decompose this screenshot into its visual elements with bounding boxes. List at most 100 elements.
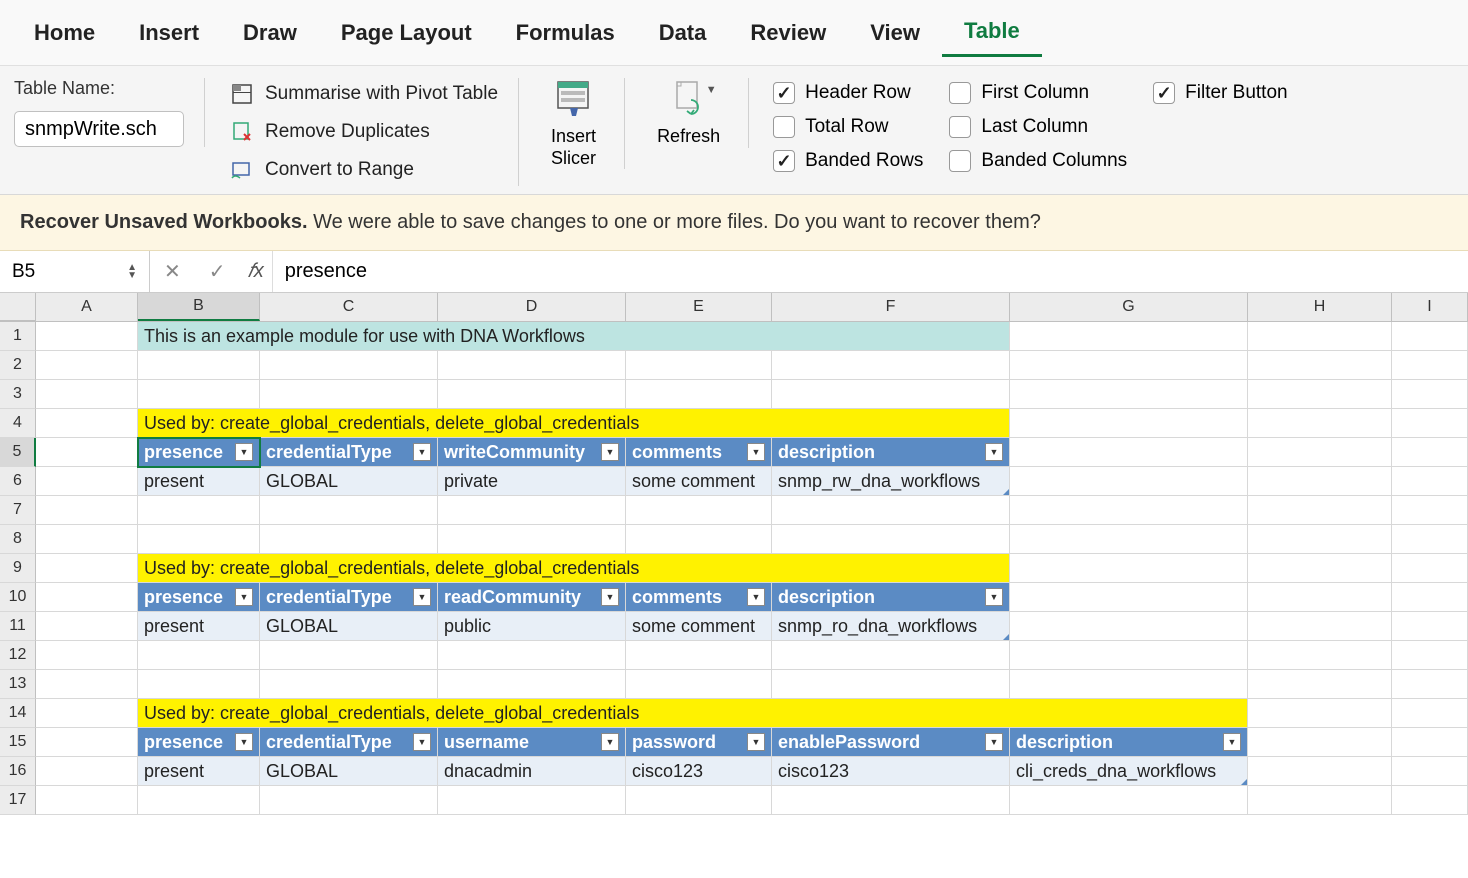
- cell[interactable]: [626, 670, 772, 699]
- cell[interactable]: present: [138, 612, 260, 641]
- tab-data[interactable]: Data: [637, 10, 729, 56]
- cell[interactable]: public: [438, 612, 626, 641]
- cell[interactable]: [260, 670, 438, 699]
- recovery-bar[interactable]: Recover Unsaved Workbooks. We were able …: [0, 195, 1468, 251]
- tab-table[interactable]: Table: [942, 8, 1042, 57]
- filter-dropdown-icon[interactable]: [235, 443, 253, 461]
- row-header-12[interactable]: 12: [0, 641, 36, 670]
- banded-rows-checkbox[interactable]: Banded Rows: [773, 146, 923, 176]
- filter-dropdown-icon[interactable]: [601, 588, 619, 606]
- cancel-formula-button[interactable]: ✕: [150, 259, 195, 284]
- cell[interactable]: username: [438, 728, 626, 757]
- cell[interactable]: [438, 496, 626, 525]
- col-header-c[interactable]: C: [260, 293, 438, 321]
- cell[interactable]: [438, 670, 626, 699]
- cell[interactable]: [36, 554, 138, 583]
- filter-dropdown-icon[interactable]: [985, 443, 1003, 461]
- cell[interactable]: [36, 351, 138, 380]
- cell[interactable]: [1010, 409, 1248, 438]
- cell[interactable]: [438, 380, 626, 409]
- cell[interactable]: [1392, 496, 1468, 525]
- cell[interactable]: cisco123: [772, 757, 1010, 786]
- cell[interactable]: [138, 525, 260, 554]
- filter-dropdown-icon[interactable]: [235, 733, 253, 751]
- cell[interactable]: [1010, 380, 1248, 409]
- filter-dropdown-icon[interactable]: [1223, 733, 1241, 751]
- cell[interactable]: [36, 438, 138, 467]
- row-header-4[interactable]: 4: [0, 409, 36, 438]
- table-name-input[interactable]: [14, 111, 184, 147]
- cell[interactable]: [1392, 583, 1468, 612]
- cell[interactable]: [772, 380, 1010, 409]
- cell[interactable]: password: [626, 728, 772, 757]
- filter-dropdown-icon[interactable]: [747, 733, 765, 751]
- cell[interactable]: description: [772, 583, 1010, 612]
- cell[interactable]: [1010, 612, 1248, 641]
- row-header-1[interactable]: 1: [0, 322, 36, 351]
- cell[interactable]: [1010, 641, 1248, 670]
- cell[interactable]: [1248, 409, 1392, 438]
- cell[interactable]: description: [1010, 728, 1248, 757]
- filter-dropdown-icon[interactable]: [413, 443, 431, 461]
- cell-yellow[interactable]: Used by: create_global_credentials, dele…: [138, 409, 1010, 438]
- cell[interactable]: [772, 641, 1010, 670]
- col-header-e[interactable]: E: [626, 293, 772, 321]
- cell[interactable]: readCommunity: [438, 583, 626, 612]
- cell[interactable]: [138, 496, 260, 525]
- cell[interactable]: [1392, 525, 1468, 554]
- cell[interactable]: GLOBAL: [260, 757, 438, 786]
- cell[interactable]: dnacadmin: [438, 757, 626, 786]
- cell[interactable]: private: [438, 467, 626, 496]
- filter-dropdown-icon[interactable]: [413, 733, 431, 751]
- cell[interactable]: [260, 525, 438, 554]
- col-header-h[interactable]: H: [1248, 293, 1392, 321]
- cell[interactable]: [138, 670, 260, 699]
- cell[interactable]: [1392, 351, 1468, 380]
- cell[interactable]: [1248, 322, 1392, 351]
- tab-review[interactable]: Review: [728, 10, 848, 56]
- cell[interactable]: present: [138, 757, 260, 786]
- cell[interactable]: [438, 525, 626, 554]
- summarise-pivot-button[interactable]: Summarise with Pivot Table: [229, 78, 498, 110]
- cell[interactable]: credentialType: [260, 438, 438, 467]
- row-header-7[interactable]: 7: [0, 496, 36, 525]
- cell[interactable]: [36, 380, 138, 409]
- cell[interactable]: [1392, 409, 1468, 438]
- cell[interactable]: GLOBAL: [260, 612, 438, 641]
- filter-dropdown-icon[interactable]: [747, 443, 765, 461]
- cell[interactable]: [36, 612, 138, 641]
- cell[interactable]: [1010, 438, 1248, 467]
- col-header-a[interactable]: A: [36, 293, 138, 321]
- last-column-checkbox[interactable]: Last Column: [949, 112, 1127, 142]
- tab-formulas[interactable]: Formulas: [494, 10, 637, 56]
- cell[interactable]: [1010, 583, 1248, 612]
- cell[interactable]: [1392, 757, 1468, 786]
- refresh-button[interactable]: ▼ Refresh: [649, 78, 728, 148]
- cell[interactable]: [1248, 438, 1392, 467]
- first-column-checkbox[interactable]: First Column: [949, 78, 1127, 108]
- cell[interactable]: [1010, 670, 1248, 699]
- cell[interactable]: [1392, 786, 1468, 815]
- filter-dropdown-icon[interactable]: [985, 733, 1003, 751]
- cell[interactable]: cli_creds_dna_workflows: [1010, 757, 1248, 786]
- cell[interactable]: [1392, 699, 1468, 728]
- cell[interactable]: [260, 351, 438, 380]
- cell[interactable]: cisco123: [626, 757, 772, 786]
- cell[interactable]: [438, 641, 626, 670]
- cell[interactable]: [1392, 322, 1468, 351]
- cell-yellow[interactable]: Used by: create_global_credentials, dele…: [138, 699, 1248, 728]
- cell[interactable]: [1392, 670, 1468, 699]
- select-all-corner[interactable]: [0, 293, 36, 321]
- cell[interactable]: [36, 757, 138, 786]
- cell-selected[interactable]: presence: [138, 438, 260, 467]
- tab-page-layout[interactable]: Page Layout: [319, 10, 494, 56]
- cell[interactable]: credentialType: [260, 728, 438, 757]
- cell[interactable]: [772, 786, 1010, 815]
- cell[interactable]: [36, 409, 138, 438]
- cell[interactable]: [36, 322, 138, 351]
- cell[interactable]: [260, 641, 438, 670]
- cell[interactable]: [138, 641, 260, 670]
- filter-button-checkbox[interactable]: Filter Button: [1153, 78, 1287, 108]
- cell[interactable]: [260, 786, 438, 815]
- col-header-i[interactable]: I: [1392, 293, 1468, 321]
